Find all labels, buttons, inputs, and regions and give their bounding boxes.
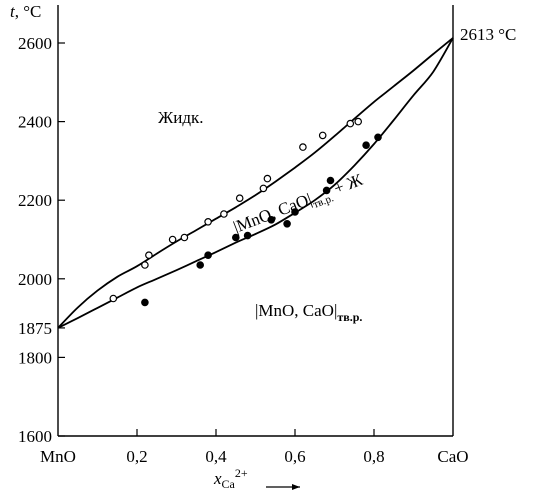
solid-data-point	[196, 261, 205, 269]
y-tick-label: 1875	[18, 319, 52, 338]
phase-curves	[57, 37, 454, 329]
axis-ticks	[58, 42, 375, 437]
liquid-data-point	[263, 174, 272, 183]
solid-data-point	[283, 220, 291, 228]
liquid-data-point	[180, 233, 189, 242]
liquid-data-point	[299, 143, 307, 151]
solid-data-point	[267, 216, 276, 224]
liquid-data-point	[220, 210, 228, 218]
solid-data-point	[232, 233, 240, 242]
x-axis-title: xCa2+	[213, 466, 248, 491]
cao-melting-point-label: 2613 °C	[460, 25, 516, 44]
liquid-data-point	[354, 117, 363, 126]
solid-solution-label: |MnO, CaO|тв.р.	[255, 301, 362, 324]
liquid-data-point	[346, 119, 355, 128]
solid-data-point	[362, 141, 370, 150]
liquidus-curve	[57, 37, 454, 329]
x-tick-label: 0,8	[363, 447, 384, 466]
solid-data-point	[322, 186, 331, 195]
x-axis-arrow-head	[292, 484, 300, 490]
y-axis-title: t, °C	[10, 2, 41, 21]
liquid-data-point	[259, 184, 268, 193]
y-tick-label: 2000	[18, 270, 52, 289]
liquid-data-point	[235, 194, 244, 203]
liquid-data-point	[168, 235, 177, 244]
solid-data-point	[326, 176, 335, 185]
two-phase-region-label: |MnO, CaO|тв.р. + Ж	[231, 170, 368, 241]
liquid-region-label: Жидк.	[158, 108, 204, 127]
x-tick-label: MnO	[40, 447, 76, 466]
solidus-curve	[57, 37, 454, 329]
y-tick-label: 2200	[18, 191, 52, 210]
data-points	[109, 117, 382, 307]
liquid-data-point	[204, 218, 212, 226]
liquid-data-point	[145, 251, 153, 260]
tick-labels: 1600 1800 1875 2000 2200 2400 2600 MnO 0,2 0,4 0,6…	[10, 2, 469, 491]
x-tick-label: 0,2	[126, 447, 147, 466]
y-tick-label: 1800	[18, 348, 52, 367]
y-tick-label: 2400	[18, 113, 52, 132]
solid-data-point	[291, 208, 299, 216]
liquid-data-point	[109, 294, 118, 303]
solid-data-point	[141, 298, 149, 307]
solid-data-point	[243, 231, 252, 240]
solid-data-point	[374, 133, 382, 142]
annotations: Жидк. 2613 °C |MnO, CaO|тв.р. |MnO, CaO|тв.…	[158, 25, 516, 324]
liquid-data-point	[318, 131, 327, 140]
x-tick-label: 0,6	[284, 447, 305, 466]
solid-data-point	[204, 251, 212, 260]
y-tick-label: 1600	[18, 427, 52, 446]
x-tick-label: CaO	[437, 447, 468, 466]
liquid-data-point	[141, 261, 149, 269]
x-tick-label: 0,4	[205, 447, 227, 466]
plot-frame	[57, 5, 454, 437]
y-tick-label: 2600	[18, 34, 52, 53]
